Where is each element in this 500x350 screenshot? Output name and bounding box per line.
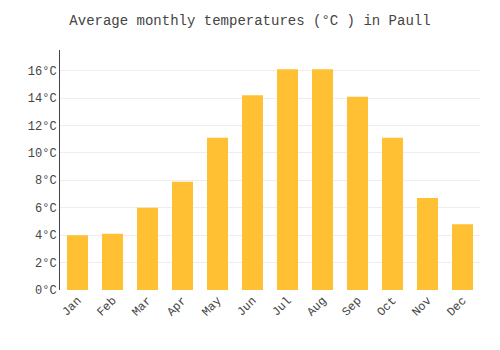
svg-text:Aug: Aug <box>304 294 329 319</box>
svg-text:Jul: Jul <box>269 294 294 319</box>
svg-text:Sep: Sep <box>339 294 364 319</box>
svg-text:Mar: Mar <box>129 294 154 319</box>
svg-text:4°C: 4°C <box>35 229 57 243</box>
svg-text:Average monthly temperatures (: Average monthly temperatures (°C ) in Pa… <box>69 13 430 29</box>
svg-text:Nov: Nov <box>409 294 434 319</box>
svg-text:6°C: 6°C <box>35 202 57 216</box>
svg-text:10°C: 10°C <box>28 147 57 161</box>
svg-text:May: May <box>199 294 224 319</box>
svg-text:14°C: 14°C <box>28 92 57 106</box>
svg-text:Dec: Dec <box>444 294 469 319</box>
svg-text:Apr: Apr <box>164 294 189 319</box>
svg-text:Jun: Jun <box>234 294 259 319</box>
svg-text:Oct: Oct <box>374 294 399 319</box>
svg-text:0°C: 0°C <box>35 284 57 298</box>
svg-text:16°C: 16°C <box>28 65 57 79</box>
svg-text:Jan: Jan <box>59 294 84 319</box>
svg-text:Feb: Feb <box>94 294 119 319</box>
svg-text:8°C: 8°C <box>35 174 57 188</box>
svg-text:2°C: 2°C <box>35 257 57 271</box>
svg-text:12°C: 12°C <box>28 120 57 134</box>
